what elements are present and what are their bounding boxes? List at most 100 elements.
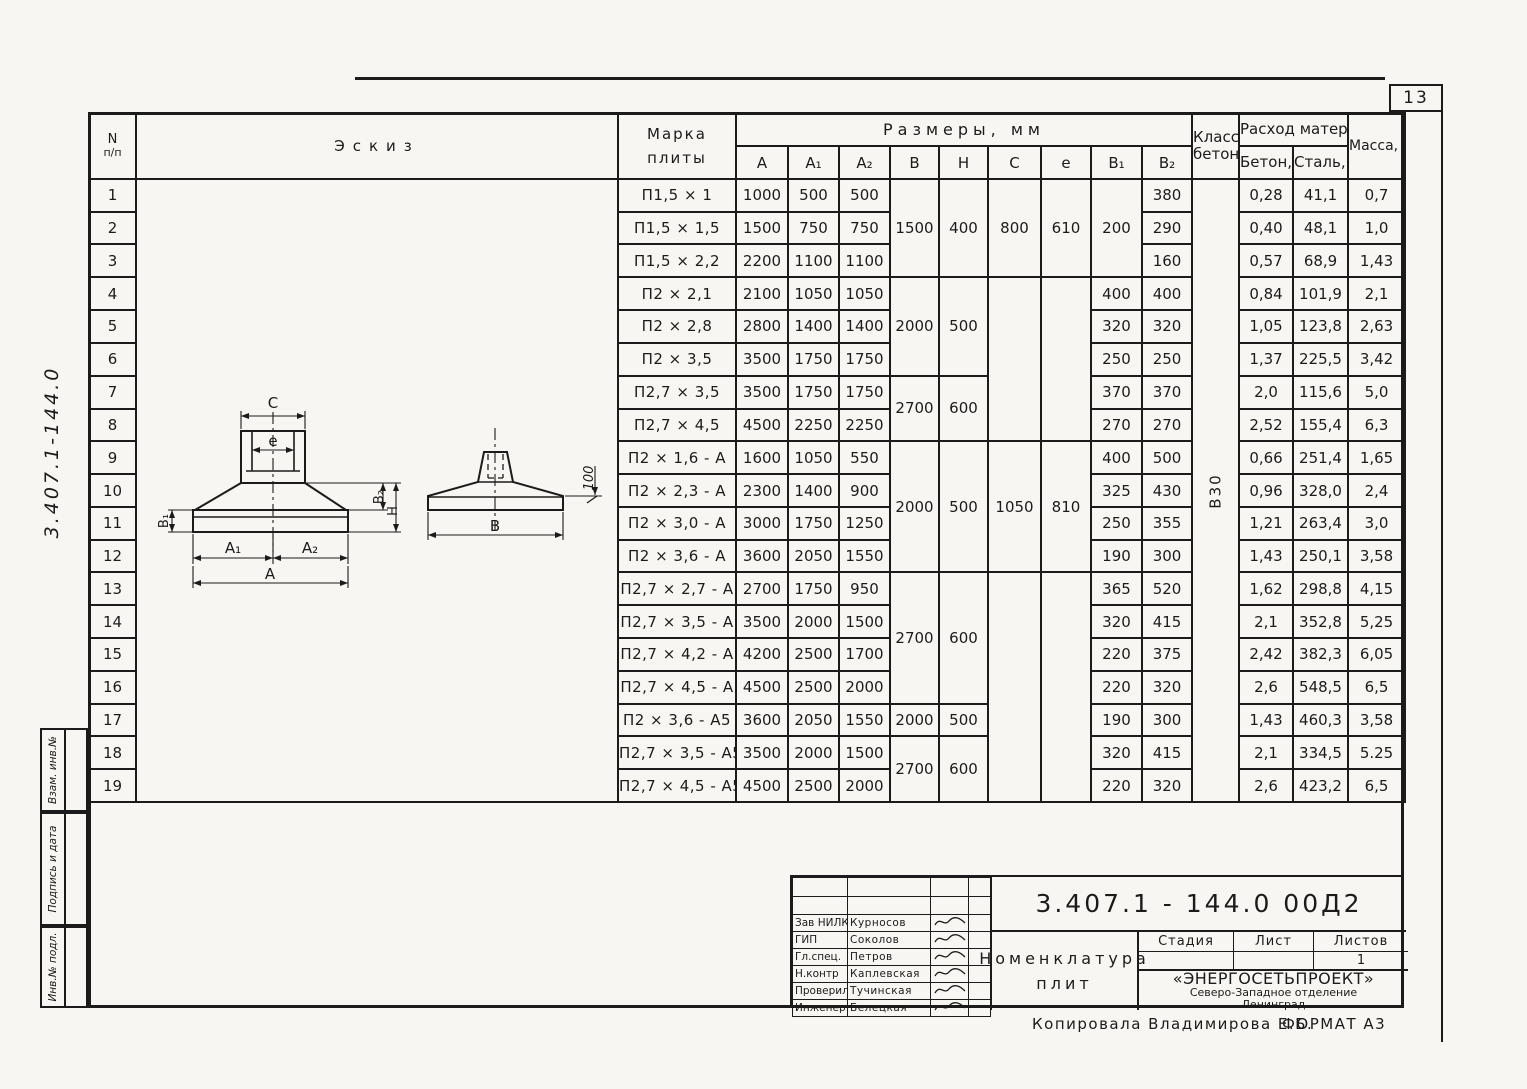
concrete-volume: 0,96: [1238, 473, 1295, 508]
concrete-volume: 0,40: [1238, 210, 1295, 246]
dim-b2: 355: [1140, 506, 1194, 541]
dim-a: 2700: [735, 571, 789, 607]
stamp-person-row: ПроверилаТучинская: [792, 982, 991, 1000]
dim-label-a: A: [265, 565, 276, 583]
concrete-volume: 2,1: [1238, 735, 1295, 771]
table-row: 5 П2 × 2,8 2800 1400 1400 320 320 1,05 123,8 2,63: [88, 309, 1407, 344]
margin-box-inv-podl: Инв.№ подл.: [40, 926, 88, 1008]
table-row: 10 П2 × 2,3 - А 2300 1400 900 325 430 0,96 328,0…: [88, 473, 1407, 508]
plate-mark: П2,7 × 3,5: [617, 374, 737, 410]
page-number: 13: [1403, 88, 1429, 108]
nomenclature-table: N п/п Эскиз Марка плиты Размеры, мм Клас…: [88, 112, 1407, 803]
col-header-mark-line2: плиты: [647, 149, 707, 167]
table-row: 13 П2,7 × 2,7 - А 2700 1750 950 2700 600 365 520…: [88, 571, 1407, 803]
dim-a1: 1050: [787, 276, 840, 312]
org-name: «ЭНЕРГОСЕТЬПРОЕКТ»: [1172, 968, 1375, 988]
dim-a2: 1750: [838, 374, 891, 410]
handwritten-doc-number: 3.407.1-144.0: [41, 365, 63, 539]
plate-section-view: [168, 411, 602, 588]
dim-a1: 2500: [787, 637, 840, 672]
table-row: 11 П2 × 3,0 - А 3000 1750 1250 250 355 1,21 263,…: [88, 506, 1407, 541]
dim-b2: 320: [1140, 309, 1194, 344]
dim-b2: 160: [1140, 243, 1194, 279]
stamp-empty-cell: [792, 895, 848, 915]
org-branch: Северо-Западное отделение: [1189, 986, 1358, 1000]
stamp-empty-row: [792, 895, 991, 915]
steel-weight: 328,0: [1292, 473, 1350, 508]
signature-scribble: [934, 951, 966, 960]
stamp-name: Петров: [847, 948, 931, 966]
dim-b: 2000: [889, 440, 940, 574]
concrete-volume: 2,1: [1238, 604, 1295, 640]
stamp-title: Номенклатура плит: [979, 932, 1146, 1010]
margin-box-divider: [64, 814, 66, 924]
steel-weight: 225,5: [1292, 341, 1350, 377]
dim-e: 610: [1040, 177, 1092, 279]
dim-b2: 380: [1140, 178, 1194, 213]
dim-b1: 220: [1090, 637, 1143, 672]
row-number: 14: [88, 604, 137, 640]
sheet-right-edge: [1441, 84, 1443, 1042]
row-number: 16: [88, 669, 137, 705]
mass: 6,05: [1347, 637, 1407, 672]
format-label: ФОРМАТ А3: [1282, 1015, 1387, 1033]
concrete-volume: 1,43: [1238, 538, 1295, 574]
plate-mark: П1,5 × 2,2: [617, 243, 737, 279]
row-number: 13: [88, 571, 137, 607]
stamp-doc-number: 3.407.1 - 144.0 00Д2: [990, 877, 1406, 932]
row-number: 1: [88, 178, 137, 213]
stamp-empty-cell: [792, 877, 848, 897]
dim-a1: 2050: [787, 538, 840, 574]
col-header-number: N п/п: [88, 112, 137, 180]
stamp-date: [968, 965, 991, 983]
col-header-consumption: Расход материалов: [1238, 112, 1350, 147]
dim-a2: 1550: [838, 702, 891, 738]
concrete-volume: 2,52: [1238, 407, 1295, 443]
sheets-value: 1: [1356, 953, 1366, 968]
plate-mark: П2 × 2,3 - А: [617, 473, 737, 508]
mass: 1,65: [1347, 440, 1407, 476]
dim-b: 2000: [889, 702, 940, 738]
sketch-cell: C e B₁ B₂ H A₁ A₂ A B 100: [135, 178, 619, 803]
steel-weight: 115,6: [1292, 374, 1350, 410]
copied-by-line: Копировала Владимирова Е.Б.: [1032, 1015, 1314, 1033]
dim-b: 2700: [889, 374, 940, 443]
steel-weight: 101,9: [1292, 276, 1350, 312]
dim-e: [1040, 571, 1092, 803]
dim-b2: 290: [1140, 210, 1194, 246]
dim-b1: 220: [1090, 768, 1143, 803]
row-number: 7: [88, 374, 137, 410]
steel-weight: 123,8: [1292, 309, 1350, 344]
dim-c: 1050: [987, 440, 1042, 574]
stamp-role: Зав НИЛКЭС: [792, 914, 848, 932]
concrete-volume: 1,05: [1238, 309, 1295, 344]
dim-a2: 750: [838, 210, 891, 246]
dim-label-b1: B₁: [157, 514, 172, 528]
dim-b2: 520: [1140, 571, 1194, 607]
dim-a2: 1700: [838, 637, 891, 672]
row-number: 10: [88, 473, 137, 508]
dim-b1: 370: [1090, 374, 1143, 410]
stage-value: [1139, 952, 1234, 969]
table-row: 18 П2,7 × 3,5 - А5 3500 2000 1500 2700 600 320 4…: [88, 735, 1407, 803]
mass: 5,0: [1347, 374, 1407, 410]
dim-a1: 1100: [787, 243, 840, 279]
dim-a2: 1550: [838, 538, 891, 574]
dim-b2: 415: [1140, 604, 1194, 640]
stamp-empty-cell: [968, 877, 991, 897]
steel-weight: 263,4: [1292, 506, 1350, 541]
dim-h: 600: [938, 374, 989, 443]
concrete-volume: 1,37: [1238, 341, 1295, 377]
dim-b1: 220: [1090, 669, 1143, 705]
stamp-organization: «ЭНЕРГОСЕТЬПРОЕКТ» Северо-Западное отдел…: [1139, 968, 1408, 1011]
col-header-sizes: Размеры, мм: [734, 112, 1194, 147]
col-header-number-top: N: [107, 131, 118, 147]
steel-weight: 548,5: [1292, 669, 1350, 705]
dim-e: 810: [1040, 440, 1092, 574]
sheet-label: Лист: [1234, 932, 1314, 952]
table-row: 1: [88, 177, 1407, 803]
dim-a: 2300: [735, 473, 789, 508]
dim-b1: 400: [1090, 276, 1143, 312]
plate-mark: П1,5 × 1: [617, 178, 737, 213]
dim-label-c: C: [268, 394, 278, 412]
